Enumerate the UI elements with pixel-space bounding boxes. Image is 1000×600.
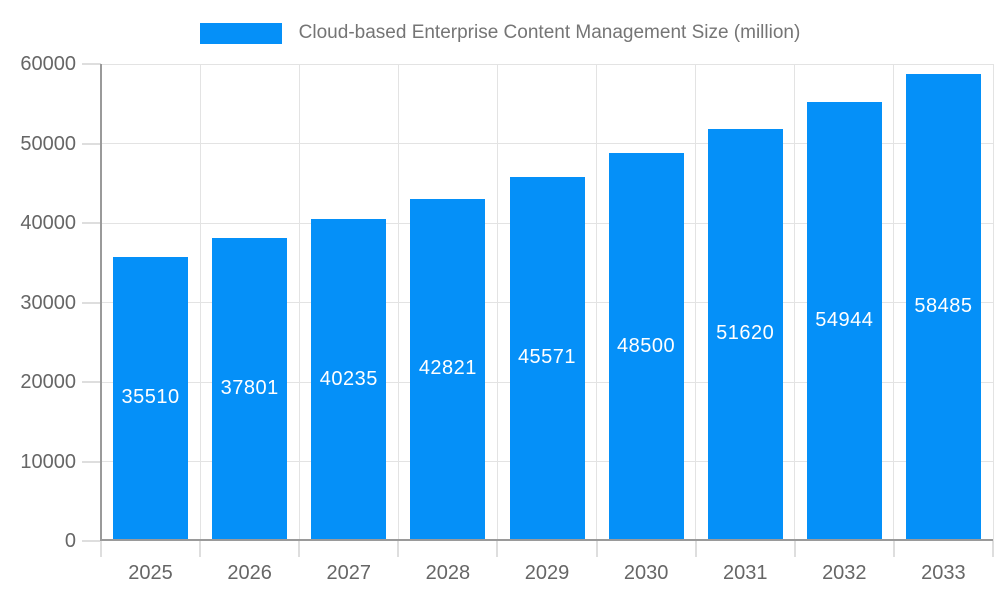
bar-value-label: 58485 xyxy=(914,295,973,318)
vertical-gridline xyxy=(397,64,399,541)
bar[interactable]: 54944 xyxy=(806,102,882,539)
y-axis-tick-label: 60000 xyxy=(20,53,76,75)
x-axis-tick xyxy=(694,541,697,557)
x-axis-tick xyxy=(992,541,994,557)
vertical-gridline xyxy=(695,64,697,541)
x-axis-tick xyxy=(100,541,102,557)
y-axis-tick xyxy=(82,222,101,224)
y-axis-tick-label: 50000 xyxy=(20,132,76,155)
vertical-gridline xyxy=(893,64,895,541)
x-axis-line xyxy=(101,539,993,541)
horizontal-gridline xyxy=(101,63,993,65)
bar[interactable]: 37801 xyxy=(212,238,288,539)
vertical-gridline xyxy=(199,64,201,541)
y-axis-tick-label: 10000 xyxy=(20,450,76,473)
y-axis-line xyxy=(100,64,102,541)
vertical-gridline xyxy=(596,64,598,541)
vertical-gridline xyxy=(298,64,300,541)
bar[interactable]: 48500 xyxy=(608,153,684,539)
x-axis-category-label: 2029 xyxy=(524,562,570,584)
y-axis-labels: 0 10000 20000 30000 40000 50000 60000 xyxy=(0,53,101,552)
y-axis-tick-label: 40000 xyxy=(20,212,76,234)
bar[interactable]: 45571 xyxy=(509,176,585,539)
bar[interactable]: 58485 xyxy=(905,74,981,539)
bar[interactable]: 40235 xyxy=(311,219,387,539)
bar-value-label: 40235 xyxy=(319,367,378,390)
y-axis-tick xyxy=(82,460,101,463)
bar-value-label: 37801 xyxy=(220,377,279,400)
x-axis-category-label: 2031 xyxy=(722,562,768,584)
x-axis-category-label: 2032 xyxy=(822,562,867,584)
legend-item[interactable]: Cloud-based Enterprise Content Managemen… xyxy=(199,22,801,44)
bar[interactable]: 35510 xyxy=(113,256,189,539)
x-axis-category-label: 2026 xyxy=(227,562,272,584)
x-axis-category-label: 2028 xyxy=(425,562,471,584)
x-axis-tick xyxy=(595,541,598,557)
bar[interactable]: 51620 xyxy=(707,128,783,539)
y-axis-tick-label: 30000 xyxy=(20,291,76,314)
bar-value-label: 45571 xyxy=(517,346,577,369)
horizontal-gridline xyxy=(101,143,993,144)
plot-area: 35510 37801 40235 42821 45571 48500 51620 54944… xyxy=(82,63,994,557)
y-axis-tick-label: 0 xyxy=(64,530,76,552)
bar-value-label: 51620 xyxy=(716,322,775,345)
bar-value-label: 48500 xyxy=(617,334,676,357)
y-axis-tick-label: 20000 xyxy=(20,371,76,393)
legend-label: Cloud-based Enterprise Content Managemen… xyxy=(298,22,801,43)
y-axis-tick xyxy=(82,63,101,65)
legend: Cloud-based Enterprise Content Managemen… xyxy=(0,22,1000,44)
bar-value-label: 54944 xyxy=(815,309,874,332)
x-axis-tick xyxy=(496,541,499,557)
y-axis-tick xyxy=(82,540,101,542)
vertical-gridline xyxy=(794,64,796,541)
bar[interactable]: 42821 xyxy=(410,198,486,539)
x-axis-tick xyxy=(397,541,400,557)
x-axis-category-label: 2027 xyxy=(326,562,372,584)
x-axis-tick xyxy=(298,541,301,557)
x-axis-tick xyxy=(793,541,796,557)
x-axis-labels: 2025 2026 2027 2028 2029 2030 2031 2032 2033 xyxy=(101,541,993,586)
legend-swatch xyxy=(199,22,282,44)
y-axis-tick xyxy=(82,301,101,304)
bar-value-label: 35510 xyxy=(121,386,180,409)
vertical-gridline xyxy=(992,64,994,541)
bar-value-label: 42821 xyxy=(418,357,477,380)
x-axis-category-label: 2033 xyxy=(921,562,966,584)
x-axis-tick xyxy=(199,541,202,557)
x-axis-category-label: 2030 xyxy=(623,562,669,584)
y-axis-tick xyxy=(82,142,101,145)
vertical-gridline xyxy=(496,64,498,541)
x-axis-category-label: 2025 xyxy=(128,562,173,584)
y-axis-tick xyxy=(82,381,101,383)
x-axis-tick xyxy=(892,541,895,557)
